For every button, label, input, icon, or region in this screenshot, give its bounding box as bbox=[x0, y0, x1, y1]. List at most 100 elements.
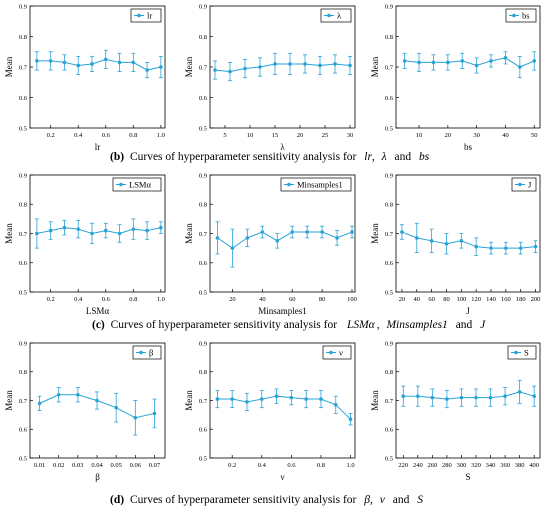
x-tick-label: 180 bbox=[516, 296, 526, 303]
x-tick-label: 200 bbox=[531, 296, 541, 303]
x-tick-label: 0.4 bbox=[74, 296, 83, 303]
plot-frame bbox=[29, 5, 166, 129]
y-tick-label: 0.9 bbox=[199, 172, 207, 179]
data-point bbox=[215, 397, 220, 401]
x-tick-label: 30 bbox=[473, 132, 480, 139]
data-point bbox=[159, 225, 163, 230]
data-point bbox=[48, 59, 53, 63]
x-tick-label: 0.06 bbox=[130, 462, 142, 469]
data-point bbox=[37, 401, 42, 406]
x-axis-label: Minsamples1 bbox=[258, 306, 307, 316]
y-tick-label: 0.9 bbox=[19, 172, 27, 179]
data-point bbox=[215, 236, 220, 240]
data-point bbox=[402, 59, 407, 63]
x-tick-label: 0.6 bbox=[102, 296, 111, 303]
x-tick-label: 60 bbox=[289, 296, 296, 303]
x-tick-label: 0.8 bbox=[317, 462, 325, 469]
y-tick-label: 0.6 bbox=[385, 427, 394, 434]
y-tick-label: 0.7 bbox=[19, 398, 28, 405]
y-axis-label: Mean bbox=[370, 223, 380, 244]
x-tick-label: 20 bbox=[229, 296, 236, 303]
y-tick-label: 0.5 bbox=[199, 125, 207, 132]
x-tick-label: 0.8 bbox=[129, 132, 137, 139]
data-point bbox=[290, 230, 295, 234]
y-tick-label: 0.5 bbox=[385, 289, 393, 296]
data-point bbox=[429, 239, 434, 243]
y-axis-label: Mean bbox=[184, 56, 194, 77]
y-tick-label: 0.8 bbox=[199, 369, 207, 376]
chart-panel-2: 0.5 0.6 0.7 0.8 0.9 5 10 15 20 25 30 λ Mean λ bbox=[184, 3, 356, 152]
x-tick-label: 300 bbox=[457, 462, 467, 469]
x-tick-label: 220 bbox=[398, 462, 408, 469]
data-point bbox=[258, 65, 262, 69]
x-tick-label: 280 bbox=[442, 462, 452, 469]
legend-box bbox=[280, 177, 352, 192]
data-point bbox=[35, 59, 39, 63]
legend-marker bbox=[518, 182, 522, 187]
y-tick-label: 0.6 bbox=[199, 95, 208, 102]
chart-panel-4: 0.5 0.6 0.7 0.8 0.9 0.2 0.4 0.6 0.8 1.0 LSMα Mean LS… bbox=[4, 172, 166, 316]
data-point bbox=[228, 69, 232, 74]
chart-panel-5: 0.5 0.6 0.7 0.8 0.9 20 40 60 80 100 Minsamples1 Mea… bbox=[184, 172, 357, 316]
x-axis-label: LSMα bbox=[86, 306, 110, 316]
data-point bbox=[117, 231, 122, 236]
data-point bbox=[489, 246, 493, 250]
y-tick-label: 0.7 bbox=[19, 231, 28, 238]
caption-b-sep-2: and bbox=[395, 151, 412, 163]
x-tick-label: 20 bbox=[399, 296, 406, 303]
data-point bbox=[35, 231, 39, 236]
x-tick-label: 10 bbox=[247, 132, 254, 139]
data-point bbox=[459, 395, 464, 400]
y-tick-label: 0.8 bbox=[385, 34, 393, 41]
plot-frame bbox=[209, 5, 356, 129]
data-point bbox=[488, 395, 493, 400]
caption-b-label: (b) bbox=[110, 151, 124, 163]
data-point bbox=[517, 390, 522, 394]
data-point bbox=[273, 62, 277, 66]
legend-label: LSMα bbox=[129, 180, 151, 190]
y-tick-label: 0.5 bbox=[385, 125, 393, 132]
x-tick-label: 0.4 bbox=[74, 132, 83, 139]
legend-marker bbox=[137, 13, 141, 18]
legend-label: S bbox=[524, 348, 529, 358]
legend-marker bbox=[329, 350, 333, 355]
y-tick-label: 0.9 bbox=[19, 3, 27, 10]
legend: J bbox=[511, 177, 537, 192]
y-tick-label: 0.5 bbox=[19, 125, 27, 132]
data-point bbox=[459, 239, 464, 243]
legend: β bbox=[132, 345, 162, 360]
data-point bbox=[159, 65, 163, 69]
data-point bbox=[76, 227, 81, 231]
data-point bbox=[460, 59, 465, 63]
data-point bbox=[414, 236, 419, 240]
x-tick-label: 50 bbox=[531, 132, 538, 139]
x-tick-label: 0.05 bbox=[110, 462, 121, 469]
legend: LSMα bbox=[112, 177, 162, 192]
y-tick-label: 0.6 bbox=[199, 260, 208, 267]
series-line bbox=[404, 57, 535, 68]
data-point bbox=[444, 241, 449, 246]
legend-label: Minsamples1 bbox=[297, 180, 343, 190]
legend-label: lr bbox=[147, 11, 152, 21]
x-tick-label: 0.4 bbox=[258, 462, 267, 469]
legend-box bbox=[322, 345, 352, 360]
x-tick-label: 25 bbox=[322, 132, 329, 139]
series-line bbox=[401, 231, 536, 249]
data-point bbox=[145, 228, 149, 233]
y-tick-label: 0.9 bbox=[199, 3, 207, 10]
x-tick-label: 0.07 bbox=[149, 462, 161, 469]
y-tick-label: 0.9 bbox=[199, 340, 207, 347]
legend-marker bbox=[327, 13, 331, 18]
y-tick-label: 0.7 bbox=[385, 231, 394, 238]
data-point bbox=[133, 415, 138, 420]
chart-panel-8: 0.5 0.6 0.7 0.8 0.9 0.2 0.4 0.6 0.8 1.0 ν Mean ν bbox=[184, 340, 356, 482]
chart-panel-7: 0.5 0.6 0.7 0.8 0.9 0.01 0.02 0.03 0.04 0.05 0.06 0… bbox=[4, 340, 166, 482]
caption-d-term-1: β bbox=[363, 494, 370, 506]
data-point bbox=[532, 394, 536, 398]
caption-b-sep-1: , bbox=[372, 151, 375, 163]
y-tick-label: 0.5 bbox=[199, 289, 207, 296]
caption-c-term-2: Minsamples1 bbox=[385, 319, 447, 331]
data-point bbox=[103, 57, 108, 62]
y-tick-label: 0.9 bbox=[385, 172, 393, 179]
x-axis-label: ν bbox=[280, 472, 284, 482]
